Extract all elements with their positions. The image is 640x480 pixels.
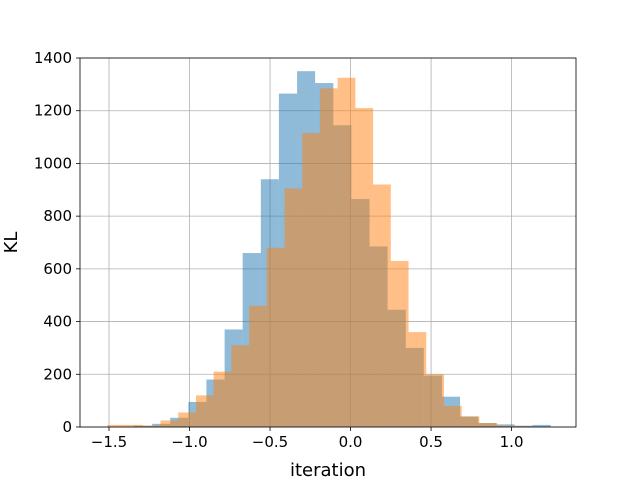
y-tick-label: 400 [43, 313, 72, 331]
histogram-bar [178, 412, 196, 427]
histogram-bar [231, 345, 250, 427]
histogram-bar [125, 424, 143, 427]
histogram-bar [319, 88, 338, 427]
plot-frame [79, 57, 577, 428]
y-tick-label: 0 [62, 418, 72, 436]
histogram-bar [249, 305, 267, 427]
histogram-bar [213, 371, 232, 427]
y-tick-label: 200 [43, 365, 72, 383]
y-axis-label: KL [1, 232, 22, 254]
y-tick-label: 1200 [34, 102, 72, 120]
x-tick-label: −1.0 [171, 433, 207, 451]
histogram-bar [355, 108, 374, 427]
histogram-bar [266, 247, 285, 427]
histogram-bar [497, 425, 515, 427]
histogram-bar [479, 423, 498, 427]
histogram-bar [532, 424, 551, 427]
y-tick-label: 600 [43, 260, 72, 278]
histogram-bar [426, 374, 444, 427]
histogram-bar [284, 188, 303, 427]
histogram-bar [160, 420, 179, 427]
histogram-bar [408, 332, 427, 427]
y-tick-label: 1000 [34, 154, 72, 172]
histogram-bar [390, 260, 409, 427]
y-tick-label: 800 [43, 207, 72, 225]
histogram-bar [443, 405, 462, 427]
histogram-bar [107, 424, 126, 427]
x-tick-label: 0.5 [419, 433, 443, 451]
x-tick-label: 1.0 [500, 433, 524, 451]
x-axis-label: iteration [290, 460, 366, 480]
histogram-bar [195, 395, 214, 427]
histogram-bar [461, 416, 480, 427]
histogram-bar [302, 133, 320, 427]
x-tick-label: 0.0 [339, 433, 363, 451]
x-tick-label: −0.5 [252, 433, 288, 451]
histogram-bar [337, 77, 356, 428]
y-tick-label: 1400 [34, 49, 72, 67]
histogram-bar [373, 184, 391, 427]
series-2-bars [107, 77, 533, 428]
histogram-bars [107, 71, 551, 428]
axis-ticks: −1.5 −1.0 −0.5 0.0 0.5 1.0 0 200 400 600 800 1000 12… [34, 49, 524, 451]
histogram-bar [142, 425, 161, 427]
x-tick-label: −1.5 [91, 433, 127, 451]
